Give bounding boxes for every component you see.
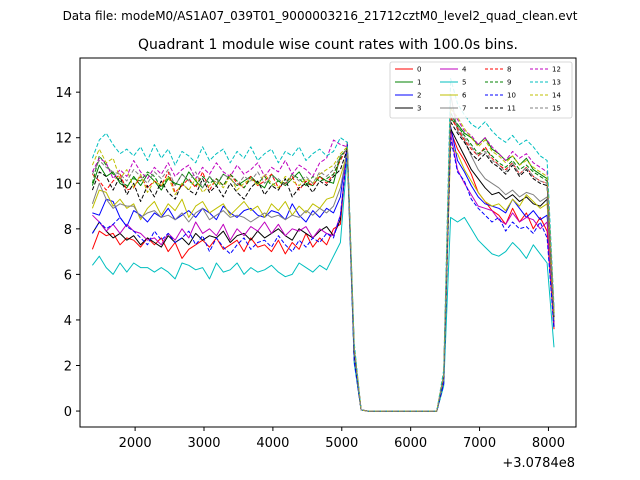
plot-area-frame: [79, 57, 577, 428]
legend-label-12: 12: [552, 66, 561, 74]
x-tick-label: 4000: [256, 436, 289, 451]
series-line-7: [91, 93, 555, 412]
legend-label-5: 5: [462, 79, 466, 87]
y-tick-label: 8: [64, 223, 72, 238]
legend-label-4: 4: [462, 66, 467, 74]
legend-label-1: 1: [417, 79, 421, 87]
y-tick-label: 4: [64, 314, 72, 329]
series-line-4: [92, 132, 555, 412]
x-axis: 2000 3000 4000 5000 6000 7000 8000: [119, 427, 565, 451]
legend-label-14: 14: [552, 92, 561, 100]
series-line-6: [91, 146, 555, 412]
chart-suptitle: Data file: modeM0/AS1A07_039T01_90000032…: [63, 9, 578, 23]
x-tick-label: 3000: [187, 436, 220, 451]
series-line-12: [91, 107, 555, 412]
x-axis-offset-label: +3.0784e8: [502, 456, 575, 471]
legend-label-3: 3: [417, 105, 421, 113]
legend-label-11: 11: [507, 105, 516, 113]
series-line-14: [91, 107, 555, 412]
legend-label-15: 15: [552, 105, 561, 113]
series-line-9: [91, 112, 555, 412]
y-tick-label: 10: [55, 177, 72, 192]
legend-box: [389, 61, 573, 119]
legend-label-9: 9: [507, 79, 511, 87]
x-tick-label: 5000: [325, 436, 358, 451]
legend-label-10: 10: [507, 92, 516, 100]
chart-title: Quadrant 1 module wise count rates with …: [138, 37, 518, 53]
x-tick-label: 2000: [119, 436, 152, 451]
y-axis: 0 2 4 6 8 10 12 14: [55, 86, 80, 420]
y-tick-label: 2: [64, 360, 72, 375]
legend-label-6: 6: [462, 92, 467, 100]
x-tick-label: 6000: [394, 436, 427, 451]
x-tick-label: 8000: [532, 436, 565, 451]
y-tick-label: 6: [64, 268, 72, 283]
legend-label-0: 0: [417, 66, 421, 74]
series-line-3: [91, 128, 555, 412]
legend-label-8: 8: [507, 66, 511, 74]
y-tick-label: 14: [55, 86, 72, 101]
legend-label-7: 7: [462, 105, 466, 113]
plot-lines: [91, 78, 555, 412]
series-line-5: [92, 155, 555, 412]
legend-label-2: 2: [417, 92, 421, 100]
series-line-2: [92, 125, 555, 412]
x-tick-label: 7000: [463, 436, 496, 451]
y-tick-label: 12: [55, 132, 72, 147]
series-line-0: [91, 130, 555, 412]
series-line-15: [91, 114, 555, 412]
legend-label-13: 13: [552, 79, 561, 87]
series-line-13: [91, 78, 555, 412]
y-tick-label: 0: [64, 405, 72, 420]
